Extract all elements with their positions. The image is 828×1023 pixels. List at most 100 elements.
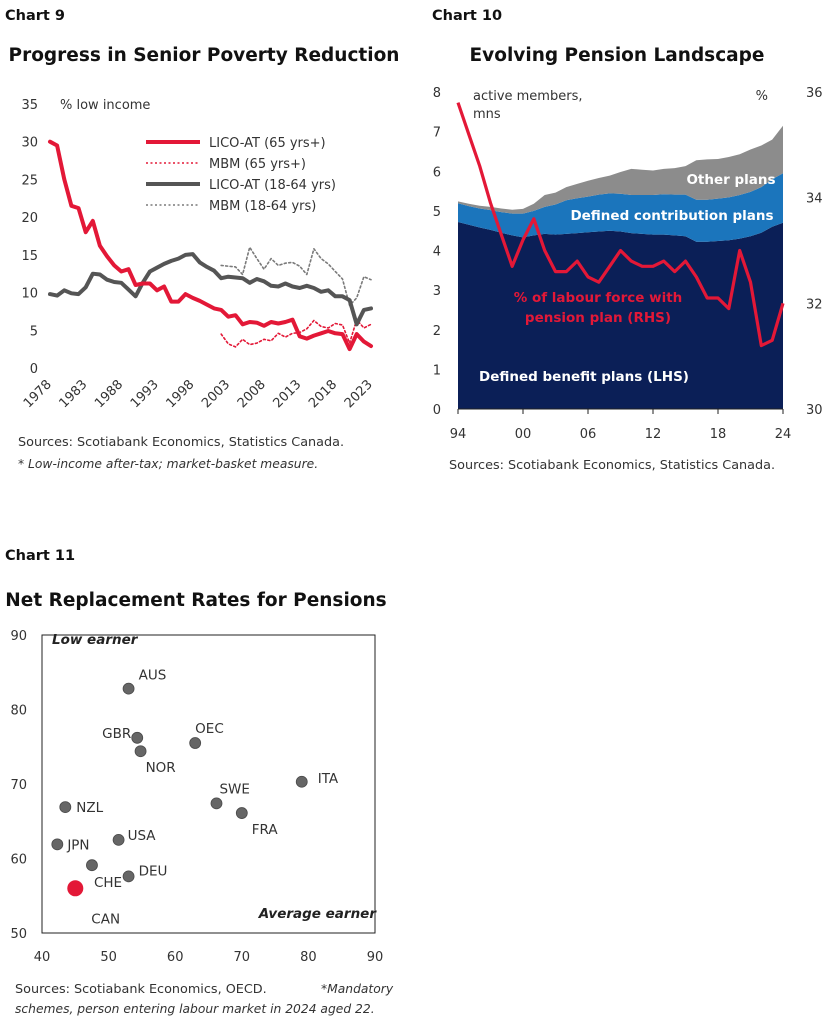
chart-9-legend-label: LICO-AT (65 yrs+) [209,136,326,151]
chart-11-point-label: JPN [66,837,89,853]
chart-9-series-line [48,252,373,327]
chart-10-label: Chart 10 [432,8,502,24]
chart-10-ytick-left: 3 [433,284,441,299]
chart-9-ytick: 25 [21,173,38,188]
chart-11-point-label: CAN [91,911,120,927]
chart-10-area [458,222,783,409]
chart-11-title: Net Replacement Rates for Pensions [5,590,386,611]
chart-10-xtick: 12 [645,427,662,442]
chart-10-rhs-label: % of labour force with [514,290,683,306]
chart-11-ytick: 60 [10,853,27,868]
chart-11-point-oec [189,737,202,749]
chart-11-xtick: 60 [167,950,184,965]
chart-11-point-label: OEC [195,721,224,737]
chart-11-frame [41,634,376,934]
chart-11-note-2: schemes, person entering labour market i… [15,1002,375,1016]
chart-9-xtick: 2013 [270,377,304,411]
chart-11-point-aus [122,682,135,695]
chart-11-point-label: CHE [94,875,122,891]
chart-9-legend-label: MBM (65 yrs+) [209,157,306,172]
chart-10-area-label-dc: Defined contribution plans [570,208,773,224]
chart-11: Chart 11 Net Replacement Rates for Pensio… [5,548,394,1016]
chart-11-xtick: 80 [300,950,317,965]
chart-9: Chart 9 Progress in Senior Poverty Reduct… [5,8,399,471]
chart-11-point-usa [112,833,125,846]
chart-11-ytick: 90 [10,629,27,644]
chart-10-xtick: 06 [580,427,597,442]
chart-11-point-label: SWE [219,781,249,797]
chart-10-xtick: 18 [710,427,727,442]
chart-9-title: Progress in Senior Poverty Reduction [9,45,400,66]
chart-10-ylabel-left-2: mns [473,107,501,122]
chart-11-note: *Mandatory [321,982,394,996]
chart-9-ytick: 30 [21,136,38,151]
chart-11-point-jpn [51,838,64,851]
chart-10-rhs-label-2: pension plan (RHS) [525,310,671,326]
chart-9-xtick: 2023 [342,377,376,411]
chart-10-xtick: 94 [450,427,467,442]
chart-9-ytick: 35 [21,98,38,113]
chart-9-ytick: 5 [30,324,38,339]
chart-9-ytick: 20 [21,211,38,226]
chart-11-corner-low: Low earner [52,632,139,648]
chart-11-point-label: ITA [318,771,339,787]
chart-11-point-gbr [131,731,144,744]
chart-10-area-label-other: Other plans [686,172,775,188]
chart-9-label: Chart 9 [5,8,65,24]
chart-9-series-line [220,246,372,307]
chart-10-area-label-db: Defined benefit plans (LHS) [479,369,689,385]
chart-10-ylabel-left: active members, [473,89,582,104]
chart-11-point-che [86,859,98,872]
chart-10-ytick-left: 5 [433,205,441,220]
chart-11-xtick: 90 [367,950,384,965]
chart-9-source: Sources: Scotiabank Economics, Statistic… [18,435,344,450]
chart-9-legend-label: LICO-AT (18-64 yrs) [209,178,336,193]
chart-11-xtick: 70 [234,950,251,965]
chart-10-ytick-left: 8 [433,86,441,101]
chart-9-xtick: 1993 [128,377,162,411]
chart-11-ytick: 80 [10,704,27,719]
chart-10-ytick-left: 4 [433,245,441,260]
chart-11-point-deu [122,870,135,883]
chart-11-point-nor [134,745,147,758]
chart-11-point-label: DEU [139,863,168,879]
chart-9-ytick: 0 [30,362,38,377]
chart-9-xtick: 1998 [163,377,197,411]
chart-10-ytick-left: 0 [433,403,441,418]
chart-10-source: Sources: Scotiabank Economics, Statistic… [449,458,775,473]
chart-9-series-line [48,139,373,352]
chart-9-ytick: 15 [21,249,38,264]
chart-11-point-label: GBR [102,726,131,742]
chart-10-area [458,125,783,214]
chart-11-point-fra [235,807,248,819]
chart-11-point-label: NZL [76,800,103,816]
chart-11-ytick: 70 [10,778,27,793]
chart-10-xtick: 00 [515,427,532,442]
chart-11-corner-avg: Average earner [258,906,378,922]
chart-10-ytick-right: 34 [806,192,823,207]
chart-10-ytick-left: 6 [433,165,441,180]
chart-11-point-label: AUS [139,668,167,684]
chart-9-note: * Low-income after-tax; market-basket me… [18,457,318,471]
chart-11-point-ita [295,775,308,788]
chart-9-xtick: 1983 [56,377,90,411]
chart-11-xtick: 50 [100,950,117,965]
chart-10-ytick-right: 30 [806,403,823,418]
chart-11-point-can [67,880,84,897]
chart-10-ytick-left: 2 [433,324,441,339]
chart-11-source: Sources: Scotiabank Economics, OECD. [15,982,267,997]
chart-10-ylabel-right: % [756,89,768,104]
chart-10-area [458,173,783,242]
chart-11-ytick: 50 [10,927,27,942]
chart-11-point-nzl [59,801,72,813]
chart-9-legend-label: MBM (18-64 yrs) [209,199,316,214]
chart-10-title: Evolving Pension Landscape [470,45,765,66]
chart-11-label: Chart 11 [5,548,75,564]
chart-9-ytick: 10 [21,287,38,302]
chart-9-xtick: 1988 [92,377,126,411]
chart-9-xtick: 2008 [235,377,269,411]
chart-11-point-label: FRA [252,822,279,838]
chart-10-ytick-right: 36 [806,86,823,101]
chart-10-ytick-left: 1 [433,363,441,378]
